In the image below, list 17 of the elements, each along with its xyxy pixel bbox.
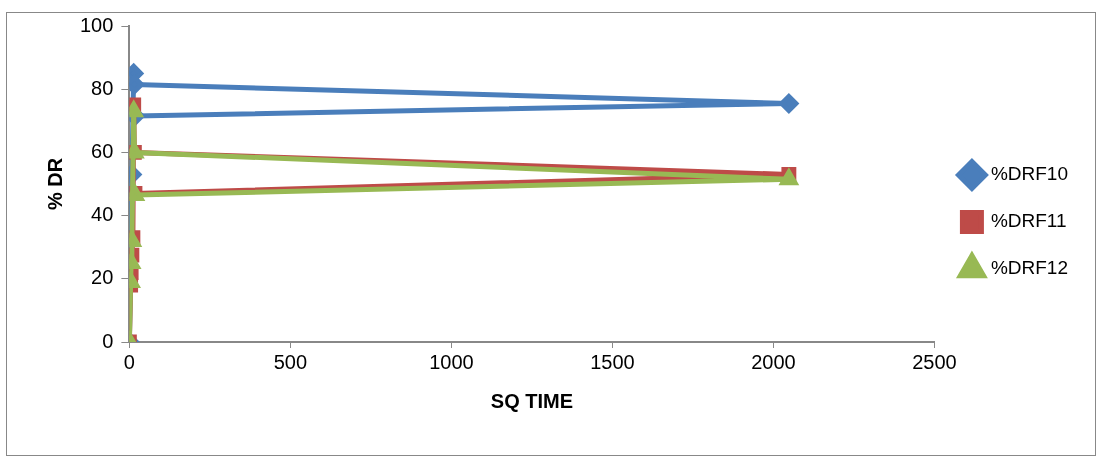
x-tick-label: 500: [273, 350, 308, 373]
y-tick-label: 80: [91, 76, 114, 99]
y-tick-label: 100: [79, 13, 114, 36]
x-tick-label: 2000: [751, 350, 796, 373]
legend-label: %DRF12: [990, 257, 1068, 279]
y-tick-label: 0: [102, 329, 114, 352]
y-axis-title: % DR: [43, 157, 66, 211]
x-tick-label: 1500: [590, 350, 635, 373]
y-tick-label: 20: [91, 266, 114, 289]
y-tick-label: 60: [91, 139, 114, 162]
legend-label: %DRF11: [990, 210, 1067, 232]
x-tick-label: 0: [123, 350, 135, 373]
x-tick-label: 1000: [429, 350, 474, 373]
y-tick-label: 40: [91, 203, 114, 226]
x-axis-title: SQ TIME: [490, 389, 574, 412]
x-tick-label: 2500: [912, 350, 957, 373]
legend-label: %DRF10: [990, 163, 1068, 185]
